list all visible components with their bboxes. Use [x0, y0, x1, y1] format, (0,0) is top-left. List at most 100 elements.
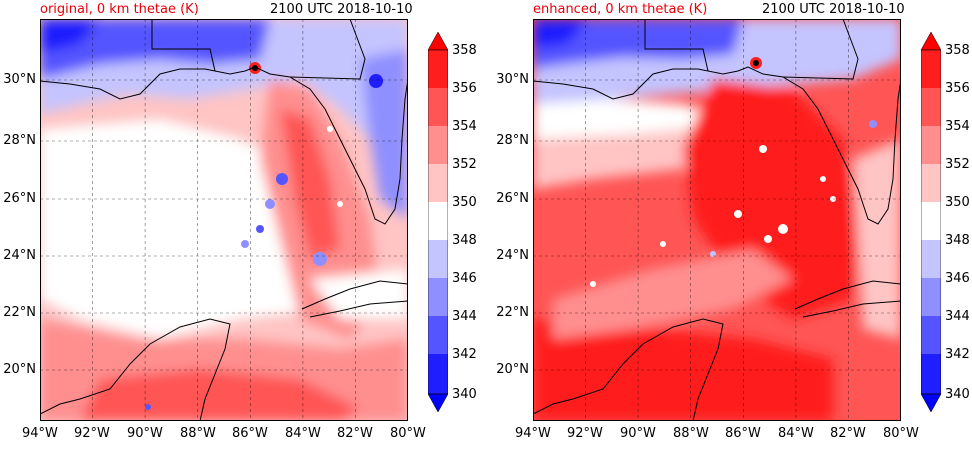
colorbar-bin — [921, 126, 941, 164]
panel-time-enhanced: 2100 UTC 2018-10-10 — [762, 2, 905, 17]
colorbar-bin — [921, 278, 941, 316]
colorbar-bin — [428, 240, 448, 278]
lat-tick: 22°N — [3, 305, 36, 320]
cold-region-peak — [40, 19, 100, 54]
lat-tick: 24°N — [496, 248, 529, 263]
lon-tick: 88°W — [180, 426, 216, 441]
us-gulf-coast — [40, 66, 408, 225]
lon-tick: 82°W — [830, 426, 866, 441]
lon-tick: 80°W — [390, 426, 426, 441]
lat-tick: 30°N — [3, 72, 36, 87]
colorbar-tick: 350 — [452, 195, 477, 210]
lon-tick: 94°W — [22, 426, 58, 441]
colorbar-bin — [921, 316, 941, 354]
lat-tick: 28°N — [3, 133, 36, 148]
colorbar-tick: 358 — [452, 43, 477, 58]
colorbar-tick: 354 — [945, 119, 970, 134]
hurricane-eye — [753, 60, 759, 66]
lon-axis-original: 94°W 92°W 90°W 88°W 86°W 84°W 82°W 80°W — [22, 426, 426, 444]
colorbar-bin — [428, 202, 448, 240]
lat-tick: 22°N — [496, 305, 529, 320]
colorbar-bin — [428, 164, 448, 202]
colorbar-under-arrow — [428, 393, 448, 412]
state-border-ga — [782, 19, 859, 80]
gridlines — [40, 19, 408, 421]
colorbar-bin — [428, 316, 448, 354]
colorbar-bin — [428, 126, 448, 164]
lat-tick: 28°N — [496, 133, 529, 148]
panel-title-enhanced: enhanced, 0 km thetae (K) — [533, 2, 708, 17]
colorbar-under-arrow — [921, 393, 941, 412]
colorbar-bin — [921, 88, 941, 126]
lon-tick: 88°W — [673, 426, 709, 441]
colorbar-over-arrow — [428, 32, 448, 51]
lat-tick: 24°N — [3, 248, 36, 263]
hurricane-eye — [252, 65, 258, 71]
panel-time-original: 2100 UTC 2018-10-10 — [270, 2, 413, 17]
lat-tick: 26°N — [3, 191, 36, 206]
lon-tick: 86°W — [232, 426, 268, 441]
lon-tick: 92°W — [567, 426, 603, 441]
state-border — [644, 19, 709, 72]
colorbar-tick: 346 — [945, 271, 970, 286]
lon-tick: 92°W — [74, 426, 110, 441]
lon-tick: 84°W — [285, 426, 321, 441]
lon-tick: 84°W — [778, 426, 814, 441]
state-border — [151, 19, 216, 72]
colorbar-tick: 342 — [945, 347, 970, 362]
lon-tick: 90°W — [127, 426, 163, 441]
panel-title-original: original, 0 km thetae (K) — [40, 2, 199, 17]
lat-tick: 20°N — [3, 362, 36, 377]
lon-tick: 86°W — [725, 426, 761, 441]
convective-cells — [145, 126, 343, 410]
colorbar-tick: 348 — [452, 233, 477, 248]
lat-axis-enhanced: 20°N 22°N 24°N 26°N 28°N 30°N — [493, 19, 531, 421]
colorbar-labels-enhanced: 358 356 354 352 350 348 346 344 342 340 — [945, 32, 971, 412]
colorbar-tick: 358 — [945, 43, 970, 58]
colorbar-tick: 350 — [945, 195, 970, 210]
colorbar-tick: 340 — [452, 387, 477, 402]
colorbar-tick: 344 — [452, 309, 477, 324]
lat-axis-original: 20°N 22°N 24°N 26°N 28°N 30°N — [0, 19, 38, 421]
lon-tick: 80°W — [883, 426, 919, 441]
state-border-ga — [289, 19, 366, 80]
colorbar-bin — [921, 202, 941, 240]
cuba-south — [309, 300, 408, 318]
colorbar-bin — [428, 50, 448, 88]
map-original — [40, 19, 408, 421]
coastlines — [533, 19, 901, 421]
colorbar-tick: 346 — [452, 271, 477, 286]
colorbar-over-arrow — [921, 32, 941, 51]
colorbar-bin — [428, 88, 448, 126]
cold-spot — [369, 74, 383, 88]
lat-tick: 20°N — [496, 362, 529, 377]
lat-tick: 30°N — [496, 72, 529, 87]
lon-tick: 94°W — [515, 426, 551, 441]
yucatan-coast — [533, 318, 724, 421]
cold-region-east — [360, 49, 408, 219]
coastlines — [40, 19, 408, 421]
gridlines — [533, 19, 901, 421]
east-pink — [853, 139, 901, 339]
colorbar-enhanced — [921, 32, 941, 412]
colorbar-tick: 354 — [452, 119, 477, 134]
colorbar-bin — [428, 354, 448, 394]
colorbar-bin — [921, 164, 941, 202]
colorbar-bin — [921, 50, 941, 88]
map-enhanced — [533, 19, 901, 421]
lon-tick: 90°W — [620, 426, 656, 441]
colorbar-bin — [921, 354, 941, 394]
convective-cells — [590, 120, 877, 287]
cold-region-peak — [533, 19, 588, 49]
lon-axis-enhanced: 94°W 92°W 90°W 88°W 86°W 84°W 82°W 80°W — [515, 426, 919, 444]
colorbar-tick: 342 — [452, 347, 477, 362]
colorbar-tick: 356 — [452, 81, 477, 96]
lat-tick: 26°N — [496, 191, 529, 206]
yucatan-coast — [40, 318, 231, 421]
colorbar-tick: 356 — [945, 81, 970, 96]
cuba-coast — [301, 280, 408, 310]
colorbar-bin — [428, 278, 448, 316]
us-gulf-coast — [533, 66, 901, 225]
warm-tongue-core — [280, 109, 340, 259]
colorbar-tick: 352 — [452, 157, 477, 172]
